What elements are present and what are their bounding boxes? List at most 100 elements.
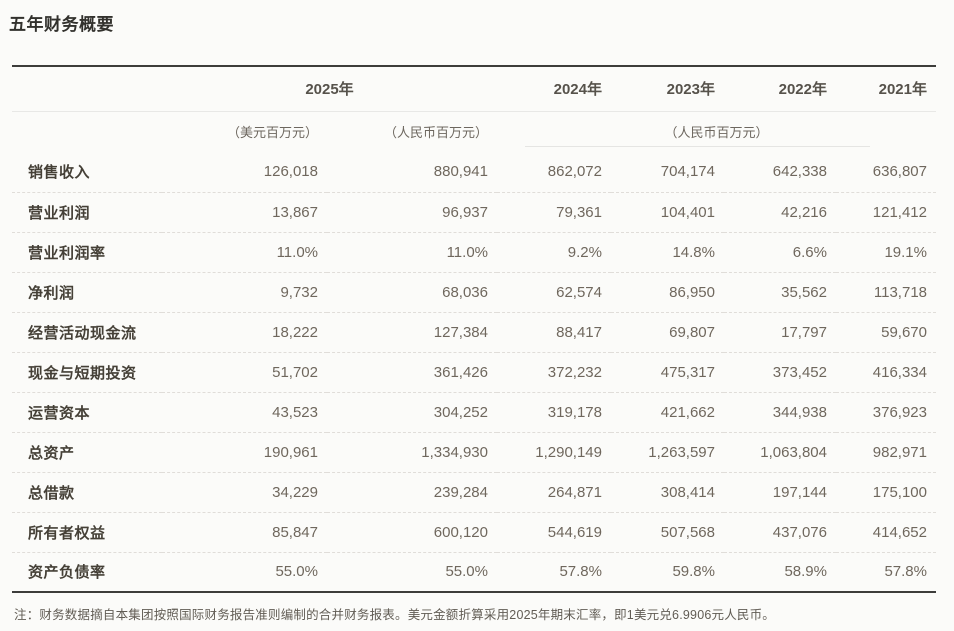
cell-value: 6.6% [724,231,836,272]
table-row: 资产负债率 55.0% 55.0% 57.8% 59.8% 58.9% 57.8% [12,551,936,592]
cell-value: 11.0% [327,231,497,272]
unit-header-rmb-group-label: （人民币百万元） [664,125,769,141]
table-row: 所有者权益 85,847 600,120 544,619 507,568 437,076 4… [12,511,936,552]
cell-value: 175,100 [836,471,936,512]
cell-value: 1,263,597 [611,431,724,472]
table-row: 总借款 34,229 239,284 264,871 308,414 197,144 175… [12,471,936,512]
cell-value: 319,178 [497,391,611,432]
year-header-2024: 2024年 [497,66,611,112]
cell-value: 19.1% [836,231,936,272]
cell-value: 121,412 [836,191,936,232]
empty-corner-cell [12,111,162,152]
year-header-2023: 2023年 [611,66,724,112]
row-label: 净利润 [12,271,162,312]
table-header: 2025年 2024年 2023年 2022年 2021年 （美元百万元） （人… [12,66,936,152]
cell-value: 127,384 [327,311,497,352]
cell-value: 55.0% [327,551,497,592]
table-row: 营业利润率 11.0% 11.0% 9.2% 14.8% 6.6% 19.1% [12,231,936,272]
cell-value: 197,144 [724,471,836,512]
table-row: 净利润 9,732 68,036 62,574 86,950 35,562 113,718 [12,271,936,312]
unit-header-rmb-group: （人民币百万元） [497,111,936,152]
cell-value: 373,452 [724,351,836,392]
cell-value: 304,252 [327,391,497,432]
cell-value: 416,334 [836,351,936,392]
cell-value: 62,574 [497,271,611,312]
row-label: 总资产 [12,431,162,472]
table-row: 总资产 190,961 1,334,930 1,290,149 1,263,597 1,0… [12,431,936,472]
cell-value: 239,284 [327,471,497,512]
cell-value: 58.9% [724,551,836,592]
cell-value: 35,562 [724,271,836,312]
cell-value: 59,670 [836,311,936,352]
cell-value: 475,317 [611,351,724,392]
table-row: 现金与短期投资 51,702 361,426 372,232 475,317 373,45… [12,351,936,392]
page-title: 五年财务概要 [9,15,114,34]
cell-value: 421,662 [611,391,724,432]
cell-value: 104,401 [611,191,724,232]
cell-value: 42,216 [724,191,836,232]
year-header-2025: 2025年 [162,66,497,112]
cell-value: 113,718 [836,271,936,312]
cell-value: 376,923 [836,391,936,432]
table-row: 营业利润 13,867 96,937 79,361 104,401 42,216 121,4… [12,191,936,232]
cell-value: 57.8% [836,551,936,592]
table-row: 运营资本 43,523 304,252 319,178 421,662 344,938 37… [12,391,936,432]
cell-value: 544,619 [497,511,611,552]
row-label: 销售收入 [28,164,91,182]
cell-value: 982,971 [836,431,936,472]
financial-summary-table: 2025年 2024年 2023年 2022年 2021年 （美元百万元） （人… [12,65,936,593]
cell-value: 642,338 [772,163,827,181]
cell-value: 14.8% [611,231,724,272]
row-label: 经营活动现金流 [12,311,162,352]
table-row: 销售收入 126,018 880,941 862,072 704,174 642,338 6… [12,152,936,192]
row-label: 营业利润率 [12,231,162,272]
cell-value: 636,807 [872,163,927,181]
cell-value: 11.0% [162,231,327,272]
table-body: 销售收入 126,018 880,941 862,072 704,174 642,338 6… [12,152,936,592]
cell-value: 34,229 [162,471,327,512]
cell-value: 308,414 [611,471,724,512]
cell-value: 190,961 [162,431,327,472]
cell-value: 13,867 [162,191,327,232]
cell-value: 18,222 [162,311,327,352]
cell-value: 880,941 [433,163,488,181]
cell-value: 86,950 [611,271,724,312]
cell-value: 68,036 [327,271,497,312]
row-label: 现金与短期投资 [12,351,162,392]
cell-value: 1,290,149 [497,431,611,472]
cell-value: 264,871 [497,471,611,512]
cell-value: 55.0% [162,551,327,592]
cell-value: 126,018 [263,163,318,181]
year-header-2021: 2021年 [836,66,936,112]
unit-header-row: （美元百万元） （人民币百万元） （人民币百万元） [12,111,936,152]
year-header-2022: 2022年 [724,66,836,112]
table-row: 经营活动现金流 18,222 127,384 88,417 69,807 17,797 59… [12,311,936,352]
cell-value: 85,847 [162,511,327,552]
row-label: 所有者权益 [12,511,162,552]
cell-value: 414,652 [836,511,936,552]
cell-value: 344,938 [724,391,836,432]
cell-value: 59.8% [611,551,724,592]
footnote: 注：财务数据摘自本集团按照国际财务报告准则编制的合并财务报表。美元金额折算采用2… [12,593,936,631]
year-header-row: 2025年 2024年 2023年 2022年 2021年 [12,66,936,112]
row-label: 资产负债率 [12,551,162,592]
cell-value: 96,937 [327,191,497,232]
row-label: 营业利润 [12,191,162,232]
cell-value: 57.8% [497,551,611,592]
cell-value: 1,334,930 [327,431,497,472]
cell-value: 437,076 [724,511,836,552]
cell-value: 1,063,804 [724,431,836,472]
cell-value: 79,361 [497,191,611,232]
cell-value: 862,072 [547,163,602,181]
cell-value: 361,426 [327,351,497,392]
row-label: 运营资本 [12,391,162,432]
cell-value: 51,702 [162,351,327,392]
row-label: 总借款 [12,471,162,512]
unit-header-usd: （美元百万元） [226,125,318,141]
cell-value: 9.2% [497,231,611,272]
empty-corner-cell [12,66,162,112]
cell-value: 600,120 [327,511,497,552]
cell-value: 507,568 [611,511,724,552]
cell-value: 372,232 [497,351,611,392]
